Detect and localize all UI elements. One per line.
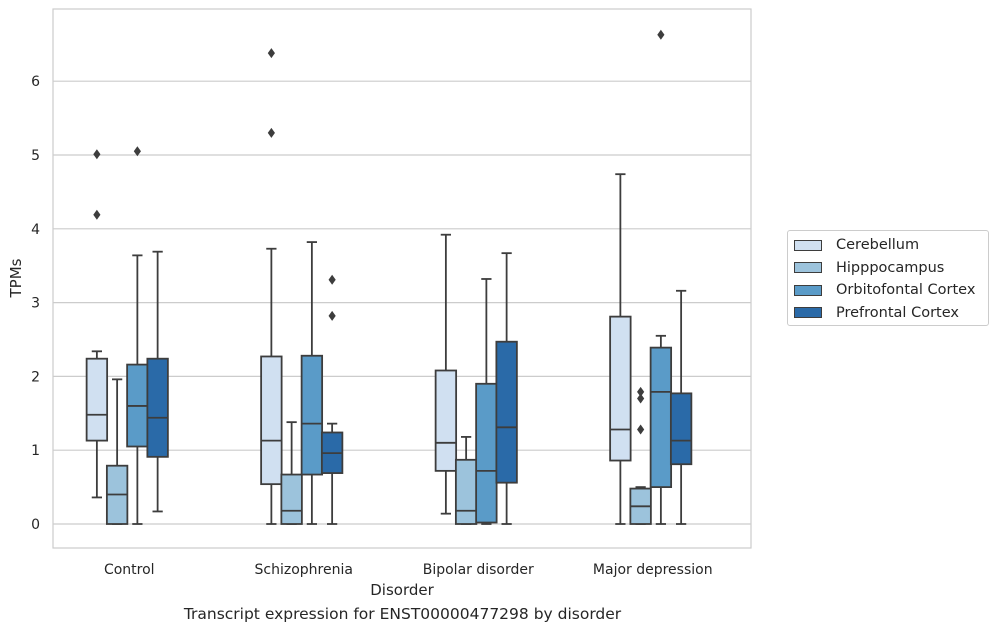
legend-label: Cerebellum — [836, 237, 920, 253]
boxes — [85, 29, 693, 525]
legend-item: Orbitofontal Cortex — [794, 280, 975, 300]
gridlines — [53, 80, 751, 525]
y-tick-label: 6 — [31, 74, 40, 90]
x-tick-label: Schizophrenia — [255, 562, 353, 578]
outlier-point — [93, 149, 101, 160]
box-body — [454, 458, 478, 525]
box-body — [300, 354, 324, 476]
outlier-point — [637, 393, 645, 404]
box-body — [85, 357, 109, 442]
outlier-point — [267, 127, 275, 138]
legend-label: Prefrontal Cortex — [836, 304, 959, 321]
legend-item: Cerebellum — [794, 235, 919, 255]
box-hipppocampus — [629, 386, 652, 525]
x-tick-label: Major depression — [593, 562, 713, 578]
box-body — [609, 315, 632, 462]
y-tick-label: 1 — [31, 443, 40, 459]
box-hipppocampus — [454, 436, 478, 525]
outlier-point — [267, 48, 275, 59]
box-cerebellum — [609, 173, 632, 525]
y-axis-label: TPMs — [7, 258, 25, 298]
legend-item: Hipppocampus — [794, 258, 944, 278]
box-cerebellum — [85, 149, 109, 499]
y-tick-labels: 0 1 2 3 4 5 6 — [31, 74, 40, 533]
outlier-point — [637, 386, 645, 397]
legend: Cerebellum Hipppocampus Orbitofontal Corte… — [787, 230, 989, 326]
x-tick-label: Bipolar disorder — [423, 562, 534, 578]
box-body — [475, 382, 498, 524]
y-tick-label: 4 — [31, 222, 40, 238]
outlier-point — [657, 29, 665, 40]
box-prefrontal-cortex — [495, 252, 518, 525]
box-orbitofontal-cortex — [300, 241, 324, 525]
outlier-point — [328, 274, 336, 285]
box-hipppocampus — [280, 421, 303, 525]
legend-label: Orbitofontal Cortex — [836, 282, 976, 298]
legend-item: Prefrontal Cortex — [794, 303, 959, 323]
y-tick-label: 3 — [31, 296, 40, 312]
box-prefrontal-cortex — [146, 250, 169, 513]
chart-caption: Transcript expression for ENST0000047729… — [183, 605, 622, 623]
box-body — [495, 340, 518, 484]
box-body — [280, 473, 303, 525]
box-body — [649, 346, 673, 489]
x-tick-labels: Control Schizophrenia Bipolar disorder Majo… — [104, 562, 713, 578]
box-orbitofontal-cortex — [475, 278, 498, 525]
legend-swatch — [794, 239, 822, 251]
legend-swatch — [794, 262, 822, 273]
box-body — [434, 369, 458, 472]
outlier-point — [637, 424, 645, 435]
box-cerebellum — [434, 233, 458, 515]
box-hipppocampus — [105, 378, 129, 525]
legend-label: Hipppocampus — [836, 259, 945, 276]
box-body — [669, 392, 693, 466]
y-tick-label: 2 — [31, 369, 40, 385]
y-tick-label: 0 — [31, 517, 40, 533]
box-orbitofontal-cortex — [126, 146, 149, 525]
plot-frame — [52, 8, 752, 549]
outlier-point — [328, 310, 336, 321]
legend-swatch — [794, 284, 822, 296]
box-body — [260, 355, 283, 486]
x-axis-label: Disorder — [370, 581, 434, 599]
legend-swatch — [794, 307, 822, 318]
outlier-point — [93, 209, 101, 220]
x-tick-label: Control — [104, 562, 155, 578]
outlier-point — [133, 146, 141, 157]
box-prefrontal-cortex — [669, 289, 693, 525]
box-prefrontal-cortex — [320, 274, 344, 525]
box-body — [146, 357, 169, 458]
box-orbitofontal-cortex — [649, 29, 673, 525]
box-cerebellum — [260, 48, 283, 525]
y-tick-label: 5 — [31, 148, 40, 164]
